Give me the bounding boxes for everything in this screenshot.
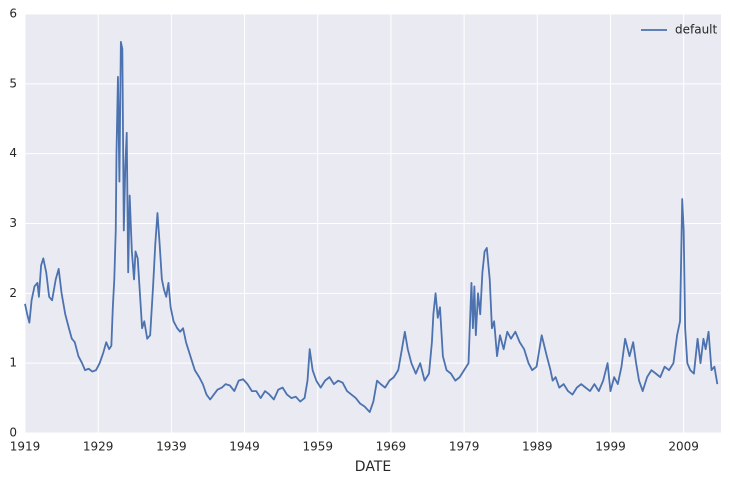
y-tick-label: 1 [9, 356, 17, 370]
x-tick-label: 1979 [449, 440, 480, 454]
y-tick-label: 5 [9, 76, 17, 90]
data-line [24, 41, 719, 413]
x-tick-label: 1949 [229, 440, 260, 454]
y-tick-label: 4 [9, 146, 17, 160]
x-tick-label: 1929 [83, 440, 114, 454]
x-tick-label: 1999 [595, 440, 626, 454]
x-tick-label: 1959 [302, 440, 333, 454]
x-tick-label: 1969 [376, 440, 407, 454]
y-tick-label: 2 [9, 286, 17, 300]
x-tick-label: 1989 [522, 440, 553, 454]
x-tick-label: 1939 [156, 440, 187, 454]
legend-label: default [675, 23, 718, 37]
x-axis-label: DATE [355, 459, 391, 475]
y-tick-label: 0 [9, 426, 17, 440]
y-tick-label: 6 [9, 7, 17, 21]
y-tick-label: 3 [9, 216, 17, 230]
x-tick-label: 2009 [668, 440, 699, 454]
x-tick-label: 1919 [10, 440, 41, 454]
